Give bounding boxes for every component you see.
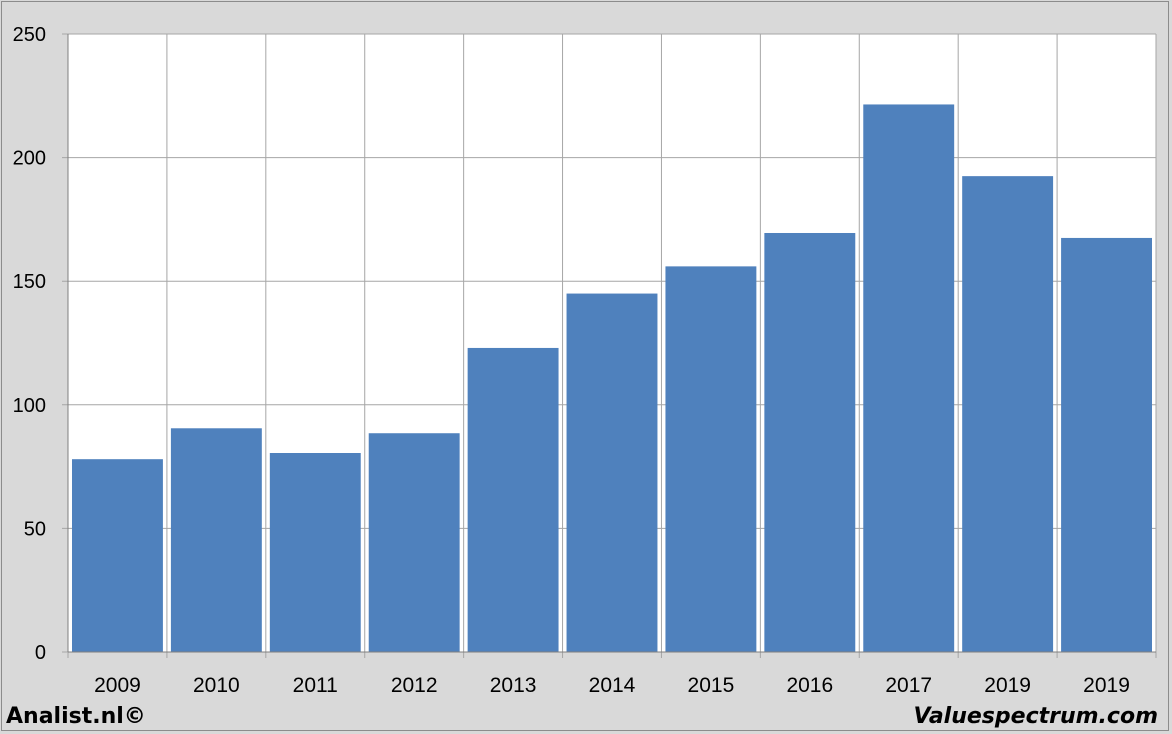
bar [170,428,262,652]
x-tick-label: 2015 [688,674,735,697]
x-tick-label: 2013 [490,674,537,697]
y-tick-label: 100 [13,395,46,417]
y-tick-label: 200 [13,148,46,170]
x-tick-label: 2017 [885,674,932,697]
y-tick-label: 50 [24,518,46,540]
bar [566,293,658,652]
bar [863,104,955,652]
x-tick-label: 2010 [193,674,240,697]
bar [467,347,559,652]
x-tick-label: 2012 [391,674,438,697]
bar [962,176,1054,652]
bar [269,453,361,652]
footer-source-left: Analist.nl© [6,704,146,729]
bar [665,266,757,652]
x-tick-label: 2019 [1083,674,1130,697]
y-tick-label: 150 [13,271,46,293]
bar [72,459,163,652]
x-tick-label: 2014 [589,674,636,697]
y-tick-label: 0 [35,642,46,664]
x-tick-label: 2016 [786,674,833,697]
bar [764,232,856,652]
y-tick-label: 250 [13,24,46,46]
bar [1061,237,1152,652]
x-tick-label: 2019 [984,674,1031,697]
x-tick-label: 2011 [293,674,338,697]
x-tick-label: 2009 [94,674,141,697]
bar [368,433,460,652]
footer-source-right: Valuespectrum.com [913,704,1158,729]
